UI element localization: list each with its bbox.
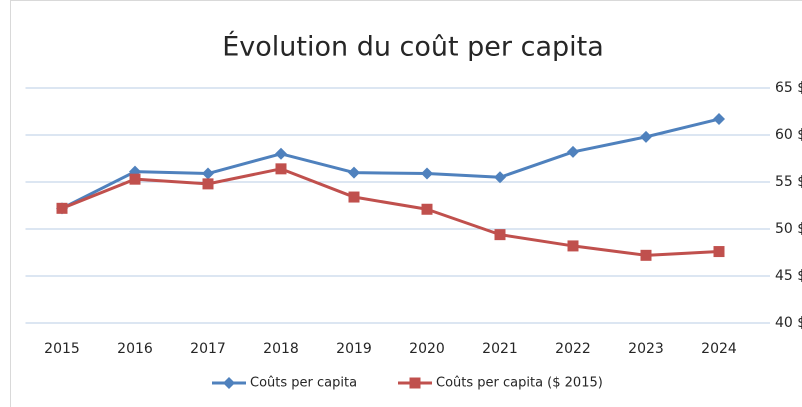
point bbox=[494, 171, 506, 184]
point bbox=[56, 202, 68, 214]
point bbox=[275, 163, 287, 175]
chart-title: Évolution du coût per capita bbox=[222, 31, 604, 63]
x-tick-label: 2022 bbox=[555, 341, 591, 357]
point bbox=[129, 173, 141, 185]
point bbox=[421, 167, 433, 180]
x-tick-label: 2015 bbox=[44, 341, 80, 357]
y-tick-label: 45 $ bbox=[775, 268, 802, 284]
legend-marker bbox=[223, 377, 235, 389]
point bbox=[713, 113, 725, 126]
legend-label: Coûts per capita bbox=[250, 376, 357, 391]
x-tick-label: 2021 bbox=[482, 341, 518, 357]
x-tick-label: 2016 bbox=[117, 341, 153, 357]
point bbox=[275, 147, 287, 160]
series-line bbox=[61, 167, 720, 257]
series-line bbox=[61, 117, 720, 210]
point bbox=[640, 249, 652, 261]
point bbox=[348, 166, 360, 179]
point bbox=[640, 130, 652, 143]
point bbox=[348, 191, 360, 203]
point bbox=[713, 246, 725, 258]
legend-label: Coûts per capita ($ 2015) bbox=[436, 376, 603, 391]
y-tick-label: 40 $ bbox=[775, 315, 802, 331]
y-tick-label: 60 $ bbox=[775, 127, 802, 143]
x-tick-label: 2019 bbox=[336, 341, 372, 357]
x-tick-label: 2024 bbox=[701, 341, 737, 357]
point bbox=[421, 203, 433, 215]
legend-marker bbox=[409, 377, 421, 389]
chart-frame bbox=[10, 0, 802, 407]
x-tick-label: 2018 bbox=[263, 341, 299, 357]
x-tick-label: 2023 bbox=[628, 341, 664, 357]
y-tick-label: 50 $ bbox=[775, 221, 802, 237]
y-tick-label: 65 $ bbox=[775, 80, 802, 96]
point bbox=[494, 229, 506, 241]
point bbox=[202, 167, 214, 180]
point bbox=[567, 240, 579, 252]
point bbox=[202, 178, 214, 190]
x-tick-label: 2017 bbox=[190, 341, 226, 357]
point bbox=[567, 145, 579, 158]
y-tick-label: 55 $ bbox=[775, 174, 802, 190]
x-tick-label: 2020 bbox=[409, 341, 445, 357]
